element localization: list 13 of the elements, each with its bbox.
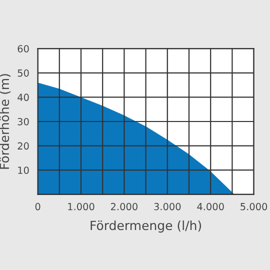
y-tick-label: 40 — [18, 94, 29, 102]
y-tick-label: 20 — [18, 142, 29, 150]
y-tick-label: 30 — [18, 118, 29, 126]
x-tick-label: 3.000 — [154, 202, 181, 210]
y-tick-label: 60 — [18, 45, 29, 52]
x-tick-label: 2.000 — [110, 202, 138, 210]
x-tick-label: 5.000 — [240, 202, 268, 210]
x-tick-label: 1.000 — [68, 202, 94, 210]
x-tick-label: 4.000 — [197, 202, 224, 210]
y-tick-label: 10 — [18, 166, 29, 174]
y-tick-label: 50 — [18, 69, 29, 77]
x-axis-title: Fördermenge (l/h) — [90, 220, 202, 233]
x-tick-label: 0 — [35, 202, 40, 210]
